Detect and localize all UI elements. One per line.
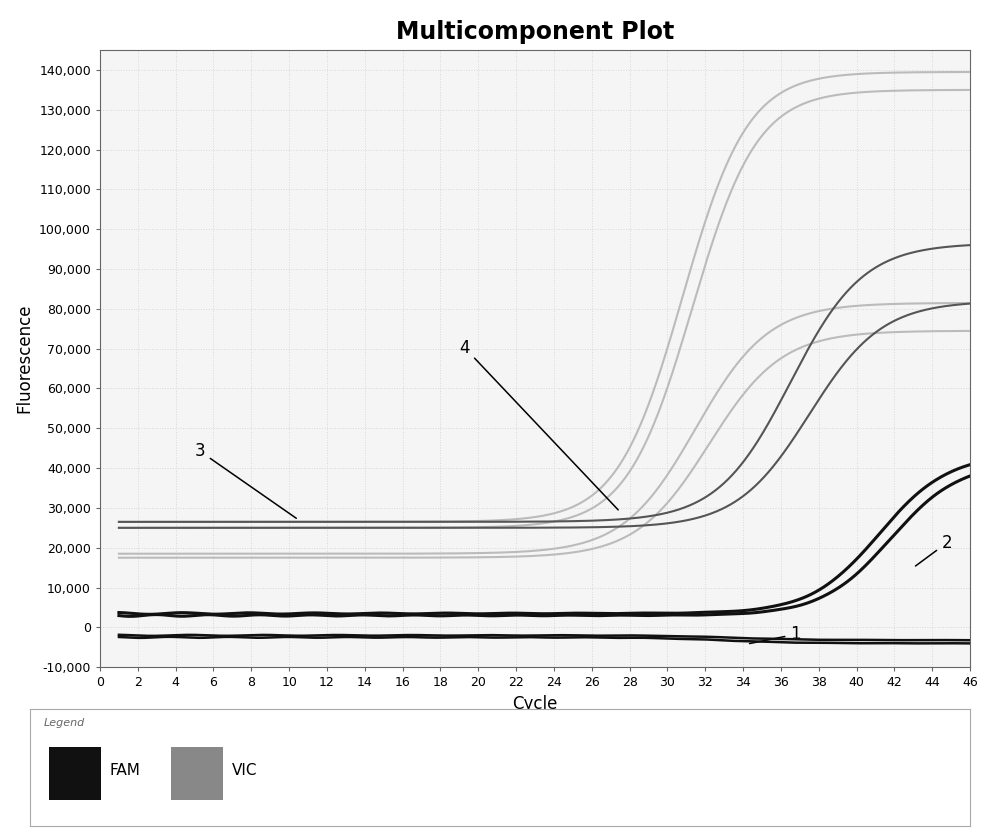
Text: VIC: VIC: [232, 763, 258, 778]
Text: 4: 4: [459, 339, 618, 510]
Title: Multicomponent Plot: Multicomponent Plot: [396, 20, 674, 44]
Text: 1: 1: [750, 626, 801, 644]
Y-axis label: Fluorescence: Fluorescence: [16, 304, 34, 414]
Text: 2: 2: [915, 534, 952, 566]
Text: Legend: Legend: [44, 718, 85, 728]
Bar: [49, 747, 100, 800]
Bar: [171, 747, 223, 800]
Text: FAM: FAM: [110, 763, 141, 778]
X-axis label: Cycle: Cycle: [512, 695, 558, 713]
Text: 3: 3: [195, 442, 296, 518]
